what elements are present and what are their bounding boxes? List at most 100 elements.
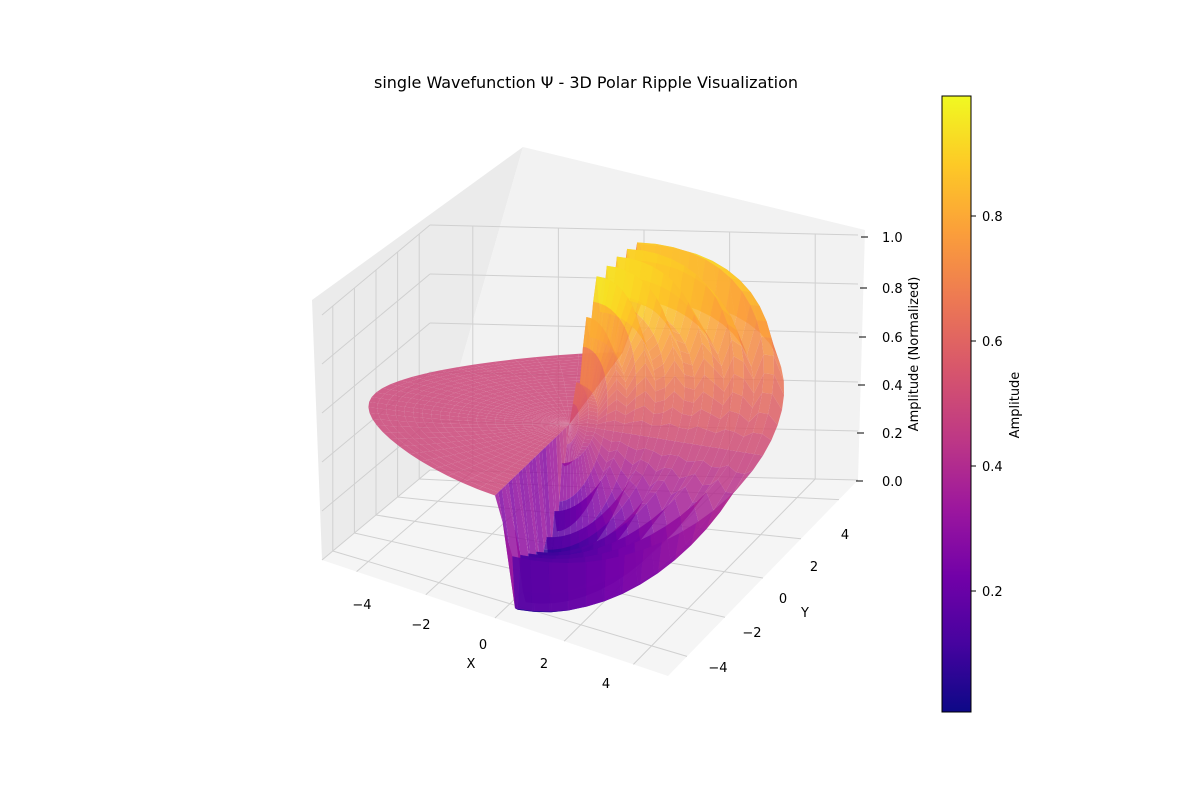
surface-facet bbox=[545, 408, 554, 412]
surface-facet bbox=[604, 352, 615, 379]
surface-facet bbox=[732, 291, 751, 344]
surface-facet bbox=[712, 309, 728, 355]
surface-facet bbox=[621, 343, 634, 375]
surface-facet bbox=[485, 416, 496, 420]
surface-facet bbox=[535, 453, 547, 550]
surface-facet bbox=[605, 409, 617, 422]
surface-facet bbox=[519, 397, 531, 402]
surface-facet bbox=[380, 393, 394, 400]
surface-facet bbox=[549, 432, 557, 437]
surface-facet bbox=[616, 469, 629, 493]
surface-facet bbox=[399, 445, 417, 454]
surface-facet bbox=[398, 420, 411, 427]
surface-facet bbox=[520, 377, 537, 382]
surface-facet bbox=[623, 352, 635, 382]
surface-facet bbox=[589, 320, 599, 352]
surface-facet bbox=[525, 367, 545, 372]
surface-facet bbox=[747, 320, 762, 367]
surface-facet bbox=[550, 415, 559, 419]
surface-facet bbox=[541, 413, 551, 417]
surface-facet bbox=[531, 373, 549, 378]
surface-facet bbox=[598, 332, 609, 363]
surface-facet bbox=[485, 458, 501, 466]
surface-facet bbox=[551, 424, 561, 427]
surface-facet bbox=[561, 427, 567, 431]
z-tick-label: 0.6 bbox=[882, 331, 903, 346]
surface-facet bbox=[597, 406, 608, 421]
surface-facet bbox=[487, 440, 500, 446]
surface-facet bbox=[459, 451, 476, 459]
surface-facet bbox=[473, 384, 490, 390]
surface-facet bbox=[578, 418, 589, 424]
surface-facet bbox=[423, 432, 438, 438]
surface-facet bbox=[448, 392, 464, 398]
surface-facet bbox=[633, 337, 645, 364]
surface-facet bbox=[722, 373, 734, 406]
surface-facet bbox=[532, 422, 542, 424]
x-axis-label: X bbox=[467, 657, 476, 672]
surface-facet bbox=[653, 438, 667, 456]
surface-facet bbox=[589, 354, 599, 392]
surface-facet bbox=[466, 439, 480, 445]
surface-facet bbox=[441, 381, 460, 386]
surface-facet bbox=[697, 284, 715, 334]
surface-facet bbox=[467, 420, 478, 425]
surface-facet bbox=[378, 413, 390, 421]
surface-facet bbox=[466, 382, 484, 388]
surface-facet bbox=[465, 431, 478, 436]
surface-facet bbox=[487, 450, 502, 457]
pane-left bbox=[312, 147, 523, 560]
surface-facet bbox=[531, 435, 541, 440]
surface-facet bbox=[463, 387, 480, 392]
surface-facet bbox=[684, 374, 695, 390]
surface-facet bbox=[409, 452, 428, 462]
surface-facet bbox=[554, 407, 561, 411]
surface-facet bbox=[613, 352, 624, 375]
surface-facet bbox=[507, 378, 524, 383]
surface-facet bbox=[398, 382, 417, 388]
surface-facet bbox=[663, 346, 675, 376]
surface-facet bbox=[741, 291, 760, 307]
surface-facet bbox=[473, 430, 486, 435]
surface-facet bbox=[477, 424, 489, 428]
surface-facet bbox=[561, 368, 578, 373]
surface-facet bbox=[611, 345, 622, 368]
surface-facet bbox=[382, 432, 398, 439]
surface-facet bbox=[773, 355, 784, 395]
surface-facet bbox=[758, 392, 773, 414]
surface-facet bbox=[550, 422, 561, 424]
surface-facet bbox=[624, 305, 637, 335]
surface-facet bbox=[688, 302, 704, 329]
surface-facet bbox=[494, 439, 507, 444]
surface-facet bbox=[590, 465, 600, 490]
surface-facet bbox=[511, 381, 528, 386]
y-tick-label: −2 bbox=[742, 626, 761, 641]
surface-facet bbox=[679, 302, 695, 344]
surface-facet bbox=[609, 457, 621, 481]
surface-facet bbox=[737, 331, 752, 367]
surface-facet bbox=[530, 560, 550, 612]
surface-facet bbox=[451, 446, 467, 454]
surface-facet bbox=[510, 388, 525, 393]
surface-facet bbox=[577, 393, 587, 411]
surface-facet bbox=[532, 420, 542, 423]
surface-facet bbox=[527, 382, 542, 387]
surface-facet bbox=[648, 343, 661, 361]
surface-facet bbox=[515, 472, 531, 575]
surface-facet bbox=[657, 423, 670, 440]
surface-facet bbox=[445, 436, 459, 442]
colorbar-label: Amplitude bbox=[1008, 372, 1023, 439]
surface-facet bbox=[670, 441, 684, 456]
surface-facet bbox=[513, 403, 526, 407]
surface-facet bbox=[577, 452, 584, 456]
surface-facet bbox=[562, 462, 568, 502]
surface-facet bbox=[646, 492, 663, 525]
surface-facet bbox=[451, 441, 466, 447]
surface-facet bbox=[479, 364, 502, 369]
z-axis bbox=[856, 236, 868, 482]
surface-facet bbox=[636, 475, 650, 502]
surface-facet bbox=[485, 393, 500, 399]
surface-facet bbox=[672, 291, 689, 335]
surface-facet bbox=[479, 461, 496, 468]
surface-facet bbox=[545, 404, 555, 409]
